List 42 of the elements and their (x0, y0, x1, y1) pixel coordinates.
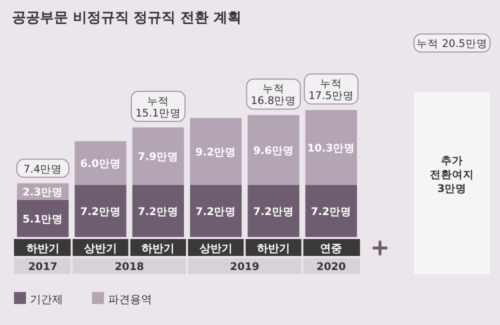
text: 2018 (114, 261, 144, 273)
x-tick-label: 연중 (320, 242, 342, 255)
data-label: 5.1만명 (22, 213, 64, 226)
legend-label: 파견용역 (108, 293, 152, 306)
data-label: 7.2만명 (138, 206, 178, 218)
x-tick-label: 상반기 (199, 242, 232, 255)
data-label: 2.3만명 (22, 186, 64, 199)
data-label: 7.2만명 (253, 206, 294, 218)
text: 2019 (230, 261, 260, 273)
total-label: 7.4만명 (23, 163, 62, 176)
data-label: 7.2만명 (310, 206, 352, 218)
bar (74, 184, 126, 237)
chart-title: 공공부문 비정규직 정규직 전환 계획 (12, 10, 242, 26)
text: 추가 전환여지 3만명 (430, 155, 474, 195)
x-tick-label: 상반기 (84, 242, 117, 255)
total-label: 누적 15.1만명 (135, 95, 181, 120)
data-label: 7.2만명 (196, 206, 236, 218)
bar (190, 184, 242, 237)
data-label: 9.2만명 (196, 146, 236, 158)
total-label: 누적 17.5만명 (308, 78, 354, 102)
data-label: 7.9만명 (138, 151, 178, 164)
x-tick-label: 하반기 (26, 242, 60, 255)
x-tick-label: 하반기 (257, 242, 290, 255)
text: 누적 20.5만명 (416, 38, 488, 50)
bar (132, 184, 184, 237)
data-label: 6.0만명 (80, 158, 121, 170)
legend-label: 기간제 (30, 293, 63, 306)
bar (248, 115, 300, 185)
text: 2020 (316, 261, 346, 273)
text: 2017 (28, 261, 58, 273)
bar (17, 200, 69, 237)
bar (74, 141, 126, 185)
bar (132, 127, 184, 185)
bar (305, 184, 357, 237)
x-tick-label: 하반기 (142, 242, 175, 255)
data-label: 10.3만명 (307, 142, 356, 154)
bar (190, 118, 242, 185)
bar (248, 184, 300, 237)
data-label: 9.6만명 (253, 144, 294, 157)
bar (305, 110, 357, 185)
total-label: 누적 16.8만명 (250, 83, 296, 108)
data-label: 7.2만명 (80, 206, 121, 218)
